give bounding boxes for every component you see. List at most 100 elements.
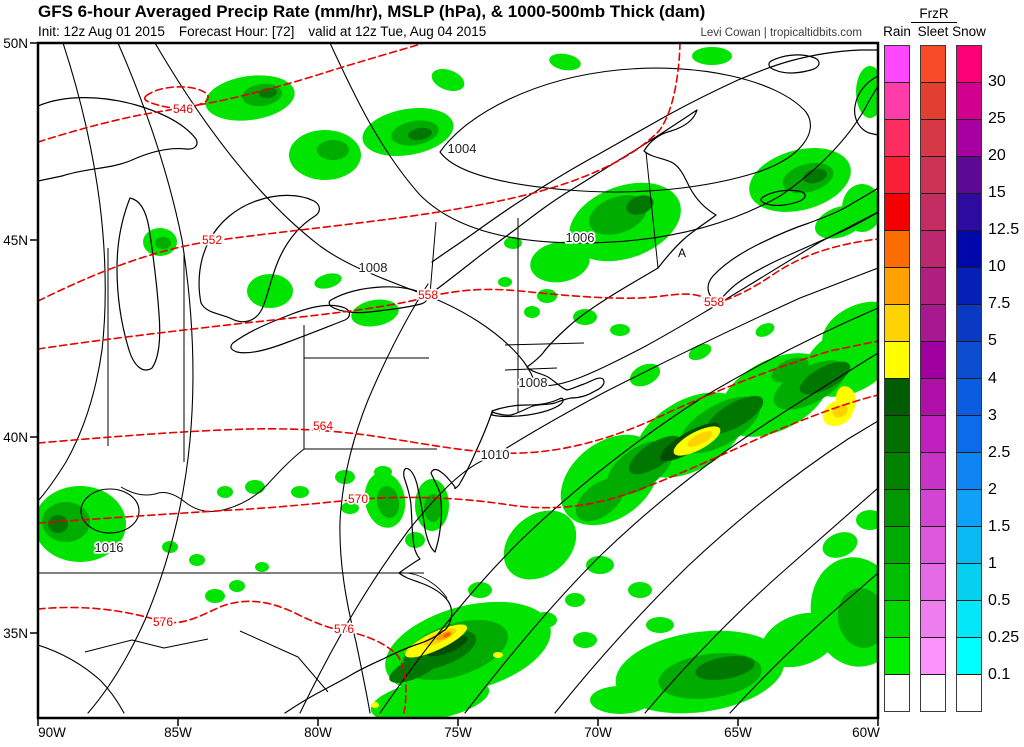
precip-blob bbox=[351, 299, 399, 327]
legend-cell bbox=[921, 563, 945, 600]
legend-cell bbox=[885, 674, 909, 711]
legend-cell bbox=[921, 674, 945, 711]
legend-cell bbox=[885, 267, 909, 304]
mslp-isobars bbox=[38, 43, 878, 714]
isobar-label: 1010 bbox=[481, 447, 510, 462]
long-island bbox=[491, 397, 564, 418]
precip-blob bbox=[533, 612, 557, 628]
legend-cell bbox=[921, 637, 945, 674]
lake-huron bbox=[198, 194, 320, 323]
thickness-label: 552 bbox=[202, 233, 222, 247]
precip-blob bbox=[629, 435, 681, 475]
legend-cell bbox=[921, 267, 945, 304]
thickness-576 bbox=[38, 600, 407, 714]
legend-cell bbox=[957, 304, 981, 341]
thickness-label: 576 bbox=[153, 615, 173, 629]
precip-blob bbox=[573, 309, 597, 325]
precip-blob bbox=[48, 515, 68, 533]
thickness-label: 546 bbox=[173, 102, 193, 116]
precip-blob bbox=[524, 306, 540, 318]
legend-cell bbox=[921, 304, 945, 341]
legend-cell bbox=[957, 415, 981, 452]
precip-blob bbox=[803, 168, 827, 184]
forecast-hour: Forecast Hour: [72] bbox=[178, 24, 295, 39]
legend-cell bbox=[957, 452, 981, 489]
legend-cell bbox=[957, 230, 981, 267]
legend-value-label: 12.5 bbox=[988, 221, 1020, 239]
precip-blob bbox=[371, 702, 379, 708]
precip-shading bbox=[38, 47, 878, 718]
isobar-1008 bbox=[154, 43, 878, 387]
us-east-coast bbox=[284, 267, 659, 714]
legend-cell bbox=[921, 156, 945, 193]
thickness-label: 570 bbox=[348, 492, 368, 506]
legend-cell bbox=[885, 637, 909, 674]
legend-value-label: 20 bbox=[988, 147, 1006, 165]
legend-value-label: 1.5 bbox=[988, 517, 1011, 535]
thickness-552 bbox=[38, 43, 681, 302]
precip-blob bbox=[629, 363, 661, 387]
contour-labels: 1004 1008 1006 1008 1010 1016 546 552 558 558 564 5… bbox=[93, 100, 726, 638]
coastlines bbox=[38, 49, 878, 714]
legend-header-sleet: Sleet bbox=[917, 24, 949, 39]
legend-cell bbox=[921, 46, 945, 82]
lon-tick-label: 80W bbox=[304, 725, 332, 740]
thickness-label: 558 bbox=[418, 288, 438, 302]
isobar-label: 1008 bbox=[519, 375, 548, 390]
legend-cell bbox=[885, 46, 909, 82]
precip-blob bbox=[247, 274, 293, 308]
lat-tick-label: 40N bbox=[3, 430, 28, 445]
legend-cell bbox=[957, 674, 981, 711]
thickness-558 bbox=[38, 238, 878, 350]
precip-blob bbox=[692, 47, 732, 65]
precip-blob bbox=[628, 582, 652, 598]
isobar-label: 1006 bbox=[566, 230, 595, 245]
precip-blob bbox=[291, 486, 309, 498]
legend-cell bbox=[885, 193, 909, 230]
legend-cell bbox=[885, 341, 909, 378]
legend-value-label: 5 bbox=[988, 332, 997, 350]
precip-blob bbox=[189, 554, 205, 566]
isobar-1004-low bbox=[439, 67, 811, 193]
thickness-label: 564 bbox=[313, 419, 333, 433]
isobar-label: 1004 bbox=[448, 141, 477, 156]
precip-blob bbox=[537, 289, 557, 303]
precip-blob bbox=[610, 324, 630, 336]
lon-tick-label: 70W bbox=[584, 725, 612, 740]
precip-blob bbox=[626, 195, 654, 215]
legend-cell bbox=[957, 637, 981, 674]
legend-value-label: 2 bbox=[988, 480, 997, 498]
precip-blob bbox=[317, 140, 349, 160]
legend-cell bbox=[957, 267, 981, 304]
legend-cell bbox=[885, 378, 909, 415]
precip-blob bbox=[822, 301, 878, 359]
lon-tick-label: 90W bbox=[38, 725, 66, 740]
precip-blob bbox=[837, 588, 878, 648]
legend-cell bbox=[921, 489, 945, 526]
pamlico-sound bbox=[398, 572, 448, 599]
thickness-contours bbox=[38, 43, 878, 714]
precip-blob bbox=[405, 532, 425, 548]
precip-blob bbox=[229, 580, 245, 592]
precip-blob bbox=[573, 632, 597, 648]
isobar-1010 bbox=[299, 267, 878, 714]
legend-value-label: 0.5 bbox=[988, 591, 1011, 609]
precip-blob bbox=[695, 655, 755, 681]
thickness-546 bbox=[38, 43, 425, 143]
legend-cell bbox=[885, 415, 909, 452]
precip-blob bbox=[771, 357, 809, 383]
precip-blob bbox=[408, 127, 432, 141]
axes: 50N 45N 40N 35N 90W 85W 80W 75W 70W 65W 60W bbox=[3, 36, 880, 740]
legend-cell bbox=[921, 415, 945, 452]
legend-header-snow: Snow bbox=[952, 24, 986, 39]
st-lawrence-north-shore bbox=[431, 49, 878, 263]
precip-blob bbox=[468, 582, 492, 598]
legend-cell bbox=[957, 341, 981, 378]
precip-blob bbox=[370, 677, 490, 718]
precip-blob bbox=[155, 237, 171, 249]
lake-erie bbox=[230, 304, 351, 354]
lake-michigan bbox=[116, 197, 161, 371]
precip-blob bbox=[586, 556, 614, 574]
isobar-label: 1016 bbox=[95, 540, 124, 555]
legend-column-rain bbox=[884, 45, 910, 712]
